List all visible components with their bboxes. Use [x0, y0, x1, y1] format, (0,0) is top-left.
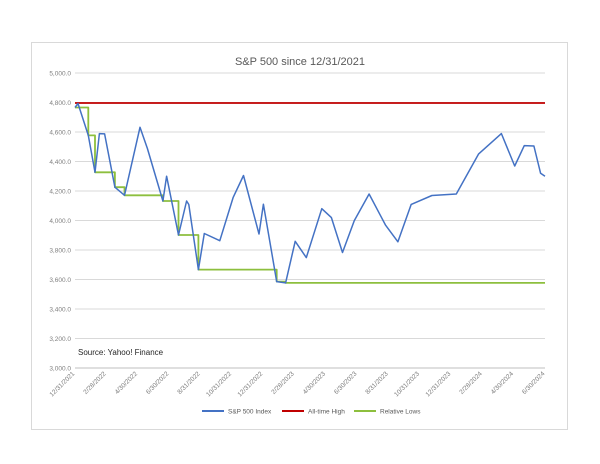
x-axis-ticks: 12/31/2021 2/28/2022 4/30/2022 6/30/2022 8/3… — [48, 370, 546, 398]
chart-title: S&P 500 since 12/31/2021 — [235, 56, 365, 68]
legend-label: Relative Lows — [380, 409, 421, 416]
x-tick-label: 2/28/2022 — [82, 370, 108, 396]
source-annotation: Source: Yahoo! Finance — [78, 348, 164, 357]
series-line-2 — [75, 106, 545, 284]
x-tick-label: 10/31/2022 — [205, 370, 233, 398]
y-tick-label: 3,800.0 — [49, 248, 71, 255]
y-tick-label: 3,600.0 — [49, 277, 71, 284]
y-tick-label: 4,800.0 — [49, 100, 71, 107]
chart-frame: S&P 500 since 12/31/2021 3,000.0 3,200.0 3… — [31, 42, 568, 430]
x-tick-label: 6/30/2024 — [521, 370, 547, 396]
y-axis-ticks: 3,000.0 3,200.0 3,400.0 3,600.0 3,800.0 4,000… — [49, 71, 71, 373]
chart-svg: S&P 500 since 12/31/2021 3,000.03,200.03… — [48, 56, 546, 416]
x-tick-label: 12/31/2021 — [48, 370, 76, 398]
gridlines — [75, 72, 545, 369]
x-tick-label: 6/30/2023 — [333, 370, 359, 396]
y-tick-label: 4,200.0 — [49, 189, 71, 196]
y-tick-label: 4,000.0 — [49, 218, 71, 225]
legend-label: S&P 500 Index — [228, 409, 272, 416]
x-tick-label: 12/31/2022 — [236, 370, 264, 398]
x-tick-label: 6/30/2022 — [145, 370, 171, 396]
y-tick-label: 4,400.0 — [49, 159, 71, 166]
legend: S&P 500 Index All-time High Relative Lows — [202, 409, 421, 416]
x-tick-label: 8/31/2023 — [364, 370, 390, 396]
x-tick-label: 12/31/2023 — [424, 370, 452, 398]
legend-label: All-time High — [308, 409, 345, 416]
y-tick-label: 3,000.0 — [49, 366, 71, 373]
x-tick-label: 4/30/2024 — [490, 370, 516, 396]
x-tick-label: 8/31/2022 — [176, 370, 202, 396]
y-tick-label: 4,600.0 — [49, 130, 71, 137]
x-tick-label: 2/28/2024 — [458, 370, 484, 396]
series-line-0 — [74, 102, 546, 284]
x-tick-label: 4/30/2022 — [114, 370, 140, 396]
x-tick-label: 10/31/2023 — [393, 370, 421, 398]
x-tick-label: 2/28/2023 — [270, 370, 296, 396]
y-tick-label: 5,000.0 — [49, 71, 71, 78]
x-tick-label: 4/30/2023 — [302, 370, 328, 396]
y-tick-label: 3,200.0 — [49, 336, 71, 343]
y-tick-label: 3,400.0 — [49, 307, 71, 314]
series-lines — [74, 102, 546, 284]
